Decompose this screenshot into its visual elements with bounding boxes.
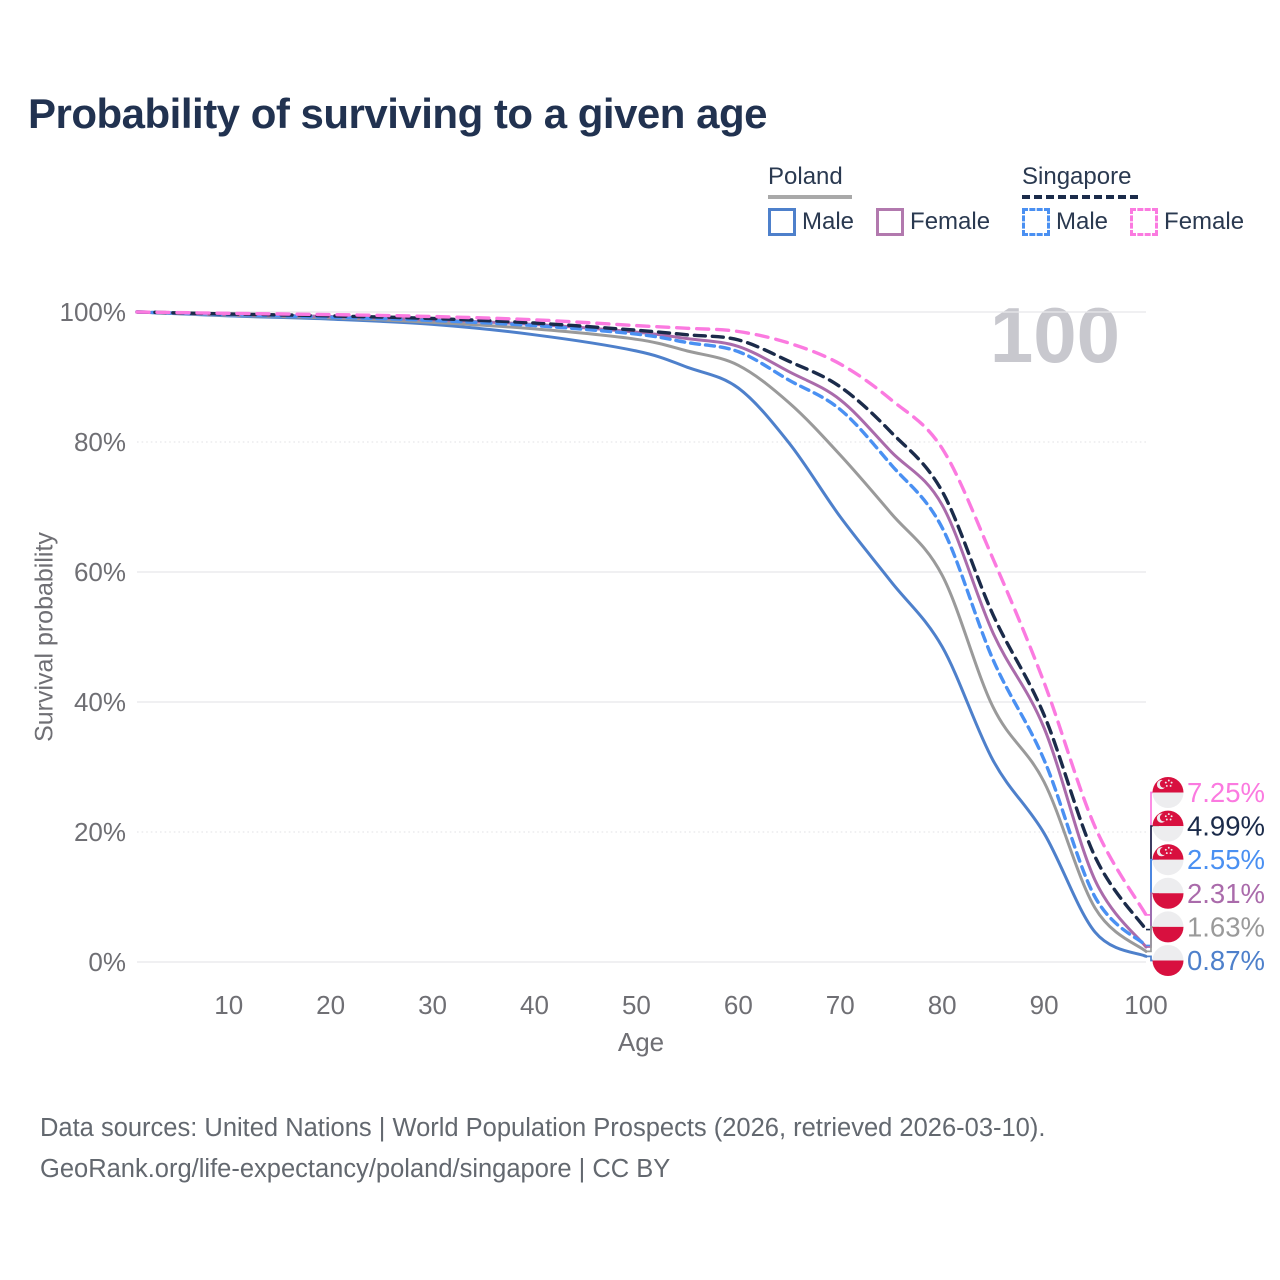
series-line-singapore-male [135, 310, 1148, 948]
x-tick-90: 90 [1030, 990, 1059, 1020]
legend-poland-items: Male Female [768, 208, 990, 236]
legend-checkbox-poland-female[interactable] [876, 208, 905, 236]
y-tick-100%: 100% [60, 297, 127, 327]
y-tick-60%: 60% [74, 557, 126, 587]
end-value-singapore-both-sexes: 4.99% [1187, 811, 1265, 842]
legend-checkbox-singapore-female[interactable] [1130, 208, 1159, 236]
end-value-poland-both-sexes: 1.63% [1187, 911, 1265, 942]
legend-label-poland-female[interactable]: Female [910, 208, 991, 235]
y-tick-20%: 20% [74, 817, 126, 847]
poland-flag-icon [1152, 911, 1184, 943]
x-tick-70: 70 [826, 990, 855, 1020]
y-axis-title: Survival probability [30, 532, 59, 742]
legend-singapore-items: Male Female [1022, 208, 1244, 236]
x-tick-30: 30 [418, 990, 447, 1020]
legend-group-poland: Poland Male Female [768, 163, 990, 236]
x-tick-10: 10 [214, 990, 243, 1020]
series-line-poland-both-sexes [135, 310, 1148, 953]
y-tick-80%: 80% [74, 427, 126, 457]
footer: Data sources: United Nations | World Pop… [40, 1108, 1045, 1190]
poland-line-style-swatch [768, 195, 852, 199]
footer-data-sources: Data sources: United Nations | World Pop… [40, 1114, 1046, 1142]
page-title: Probability of surviving to a given age [28, 90, 767, 137]
singapore-flag-icon [1152, 777, 1184, 808]
legend-poland-title: Poland [768, 163, 843, 190]
end-value-poland-male: 0.87% [1187, 945, 1265, 976]
singapore-flag-icon [1152, 810, 1184, 842]
legend-label-singapore-male[interactable]: Male [1056, 208, 1109, 235]
end-value-singapore-male: 2.55% [1187, 844, 1265, 875]
y-tick-0%: 0% [88, 947, 126, 977]
x-tick-40: 40 [520, 990, 549, 1020]
y-tick-40%: 40% [74, 687, 126, 717]
end-value-singapore-female: 7.25% [1187, 777, 1265, 808]
x-tick-100: 100 [1124, 990, 1167, 1020]
poland-flag-icon [1152, 877, 1184, 909]
series-line-poland-female [135, 310, 1148, 949]
singapore-flag-icon [1152, 844, 1184, 876]
x-tick-50: 50 [622, 990, 651, 1020]
x-axis-title: Age [617, 1027, 665, 1057]
legend-label-singapore-female[interactable]: Female [1164, 208, 1245, 235]
legend-checkbox-poland-male[interactable] [768, 208, 796, 236]
legend-checkbox-singapore-male[interactable] [1022, 208, 1050, 236]
poland-flag-icon [1152, 944, 1184, 976]
age-counter-watermark: 100 [989, 291, 1120, 379]
singapore-line-style-swatch [1022, 195, 1138, 199]
series-line-singapore-female [135, 310, 1148, 917]
x-tick-80: 80 [928, 990, 957, 1020]
legend-label-poland-male[interactable]: Male [802, 208, 855, 235]
x-tick-60: 60 [724, 990, 753, 1020]
end-value-poland-female: 2.31% [1187, 878, 1265, 909]
x-tick-20: 20 [316, 990, 345, 1020]
legend-group-singapore: Singapore Male Female [1022, 163, 1244, 236]
footer-attribution-url: GeoRank.org/life-expectancy/poland/singa… [40, 1155, 671, 1183]
legend-singapore-title: Singapore [1022, 163, 1132, 190]
series-line-singapore-both-sexes [135, 310, 1148, 932]
